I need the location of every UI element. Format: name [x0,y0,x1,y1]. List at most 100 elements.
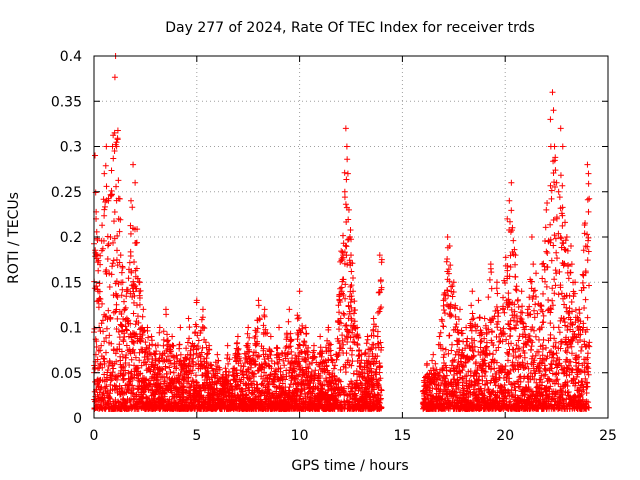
data-point [114,315,121,322]
data-point [128,356,135,363]
data-point [512,273,519,280]
data-point [342,322,349,329]
data-point [224,378,231,385]
data-point [508,207,515,214]
data-point [195,337,202,344]
data-point [190,351,197,358]
data-point [176,358,183,365]
data-point [448,312,455,319]
data-point [444,386,451,393]
data-point [131,362,138,369]
data-point [240,371,247,378]
data-point [114,376,121,383]
data-point [224,351,231,358]
data-point [345,357,352,364]
data-point [454,329,461,336]
data-point [348,304,355,311]
data-point [351,298,358,305]
data-point [101,206,108,213]
data-point [336,326,343,333]
data-point [224,355,231,362]
data-point [477,338,484,345]
data-point [125,275,132,282]
data-point [154,377,161,384]
data-point [286,384,293,391]
data-point [189,377,196,384]
data-point [323,362,330,369]
data-point [344,328,351,335]
data-point [343,333,350,340]
data-point [356,347,363,354]
data-point [251,370,258,377]
data-point [101,405,108,412]
data-point [215,357,222,364]
data-point [243,372,250,379]
data-point [348,268,355,275]
data-point [114,127,121,134]
data-point [515,296,522,303]
data-point [250,352,257,359]
data-point [440,323,447,330]
data-point [276,356,283,363]
data-point [170,369,177,376]
data-point [298,349,305,356]
data-point [160,385,167,392]
data-point [105,307,112,314]
data-point [261,365,268,372]
data-point [110,218,117,225]
data-point [528,343,535,350]
data-point [133,239,140,246]
data-point [122,359,129,366]
data-point [131,349,138,356]
data-point [341,385,348,392]
data-point [448,347,455,354]
data-point [500,294,507,301]
data-point [160,328,167,335]
data-point [470,352,477,359]
data-point [481,360,488,367]
data-point [469,324,476,331]
data-point [104,367,111,374]
data-point [348,282,355,289]
data-point [363,340,370,347]
data-point [119,353,126,360]
data-point [136,357,143,364]
data-point [265,362,272,369]
data-point [351,339,358,346]
data-point [99,222,106,229]
data-point [182,388,189,395]
data-point [120,376,127,383]
data-point [343,176,350,183]
data-point [256,316,263,323]
data-point [344,338,351,345]
data-point [501,309,508,316]
data-point [486,276,493,283]
data-point [281,390,288,397]
data-point [317,373,324,380]
data-point [166,357,173,364]
data-point [106,284,113,291]
data-point [185,374,192,381]
data-point [192,372,199,379]
data-point [348,362,355,369]
data-point [465,368,472,375]
data-point [338,284,345,291]
data-point [130,346,137,353]
data-point [198,349,205,356]
data-point [135,364,142,371]
data-point [237,357,244,364]
data-point [374,353,381,360]
data-point [129,382,136,389]
data-point [130,396,137,403]
data-point [300,341,307,348]
data-point [515,353,522,360]
data-point [106,394,113,401]
data-point [120,336,127,343]
data-point [539,275,546,282]
data-point [101,371,108,378]
data-point [532,301,539,308]
data-point [342,242,349,249]
data-point [254,325,261,332]
data-point [344,261,351,268]
data-point [108,340,115,347]
